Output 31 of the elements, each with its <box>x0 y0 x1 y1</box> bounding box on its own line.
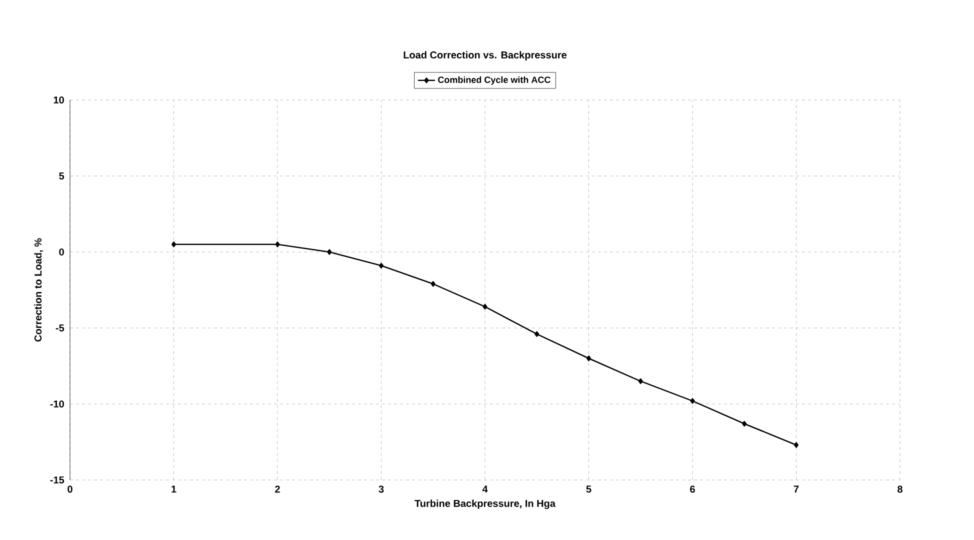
point <box>534 331 540 337</box>
x-tick-label: 8 <box>898 486 902 493</box>
legend-label: Combined Cycle with ACC <box>438 76 550 85</box>
x-tick-label: 1 <box>172 486 176 493</box>
x-axis-title: Turbine Backpressure, In Hga <box>414 500 556 509</box>
y-tick-label: 10 <box>54 96 64 104</box>
chart-title: Load Correction vs. Backpressure <box>404 51 567 60</box>
point <box>430 281 436 287</box>
y-tick-label: 5 <box>59 172 64 180</box>
point <box>378 262 384 269</box>
x-tick-label: 7 <box>794 486 799 493</box>
x-tick-label: 4 <box>482 486 488 493</box>
y-tick-label: -5 <box>56 324 64 332</box>
point <box>482 304 488 310</box>
point <box>638 378 643 384</box>
point <box>586 356 592 362</box>
x-tick-label: 2 <box>275 486 280 493</box>
x-tick-label: 5 <box>586 486 592 493</box>
y-tick-label: -15 <box>50 476 64 484</box>
x-tick-label: 3 <box>378 486 384 493</box>
point <box>327 249 332 255</box>
point <box>690 398 695 404</box>
point <box>171 242 176 248</box>
x-tick-label: 0 <box>68 486 72 493</box>
point <box>794 442 799 448</box>
y-axis-title: Correction to Load, % <box>34 238 44 342</box>
y-tick-label: -10 <box>50 400 64 408</box>
point <box>275 242 280 248</box>
y-tick-label: 0 <box>59 248 64 256</box>
x-tick-label: 6 <box>690 486 695 493</box>
point <box>742 420 747 427</box>
